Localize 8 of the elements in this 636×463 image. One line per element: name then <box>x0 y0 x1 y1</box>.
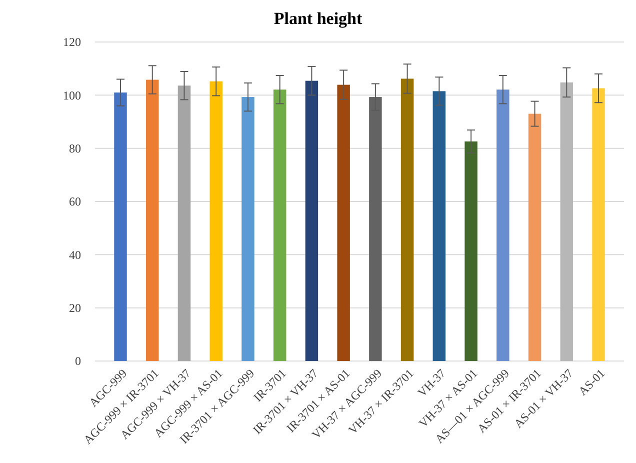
y-tick-label: 80 <box>69 142 81 156</box>
y-tick-label: 60 <box>69 194 81 209</box>
y-tick-label: 20 <box>69 301 81 316</box>
y-tick-label: 40 <box>69 248 81 262</box>
y-tick-label: 100 <box>63 88 81 102</box>
y-tick-label: 120 <box>63 35 81 50</box>
y-tick-label: 0 <box>75 354 81 368</box>
chart-title: Plant height <box>274 9 362 28</box>
